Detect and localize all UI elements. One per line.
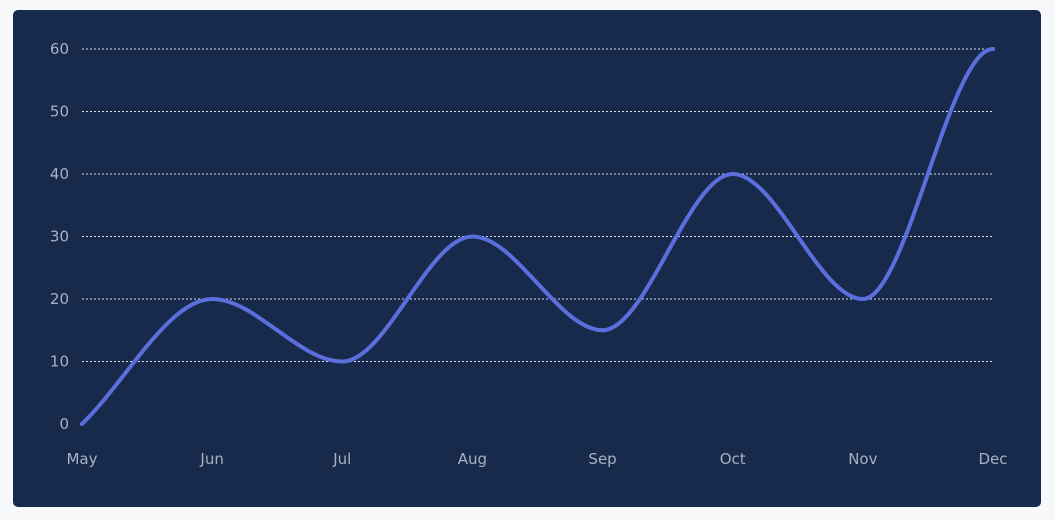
data-point-dec[interactable] bbox=[991, 47, 995, 51]
data-point-sep[interactable] bbox=[600, 328, 605, 333]
data-point-may[interactable] bbox=[80, 422, 84, 426]
y-tick-label: 60 bbox=[50, 40, 69, 58]
data-point-oct[interactable] bbox=[730, 172, 735, 176]
x-tick-label: Nov bbox=[848, 450, 877, 468]
x-tick-label: May bbox=[66, 450, 97, 468]
data-point-jul[interactable] bbox=[340, 359, 345, 364]
x-tick-label: Dec bbox=[978, 450, 1007, 468]
x-axis-ticks: May Jun Jul Aug Sep Oct Nov Dec bbox=[66, 450, 1007, 468]
y-tick-label: 30 bbox=[50, 228, 69, 246]
x-tick-label: Sep bbox=[588, 450, 616, 468]
x-tick-label: Oct bbox=[720, 450, 746, 468]
data-point-aug[interactable] bbox=[470, 234, 475, 239]
chart-card bbox=[13, 10, 1041, 507]
grid-lines bbox=[82, 48, 993, 362]
data-point-jun[interactable] bbox=[210, 297, 215, 301]
y-tick-label: 0 bbox=[59, 415, 69, 433]
data-point-nov[interactable] bbox=[860, 297, 865, 301]
x-tick-label: Jul bbox=[332, 450, 351, 468]
y-tick-label: 50 bbox=[50, 103, 69, 121]
y-tick-label: 40 bbox=[50, 165, 69, 183]
x-tick-label: Jun bbox=[199, 450, 223, 468]
y-tick-label: 20 bbox=[50, 290, 69, 308]
x-tick-label: Aug bbox=[458, 450, 487, 468]
y-tick-label: 10 bbox=[50, 353, 69, 371]
y-axis-ticks: 0 10 20 30 40 50 60 bbox=[50, 40, 69, 433]
series-layer bbox=[80, 47, 995, 426]
